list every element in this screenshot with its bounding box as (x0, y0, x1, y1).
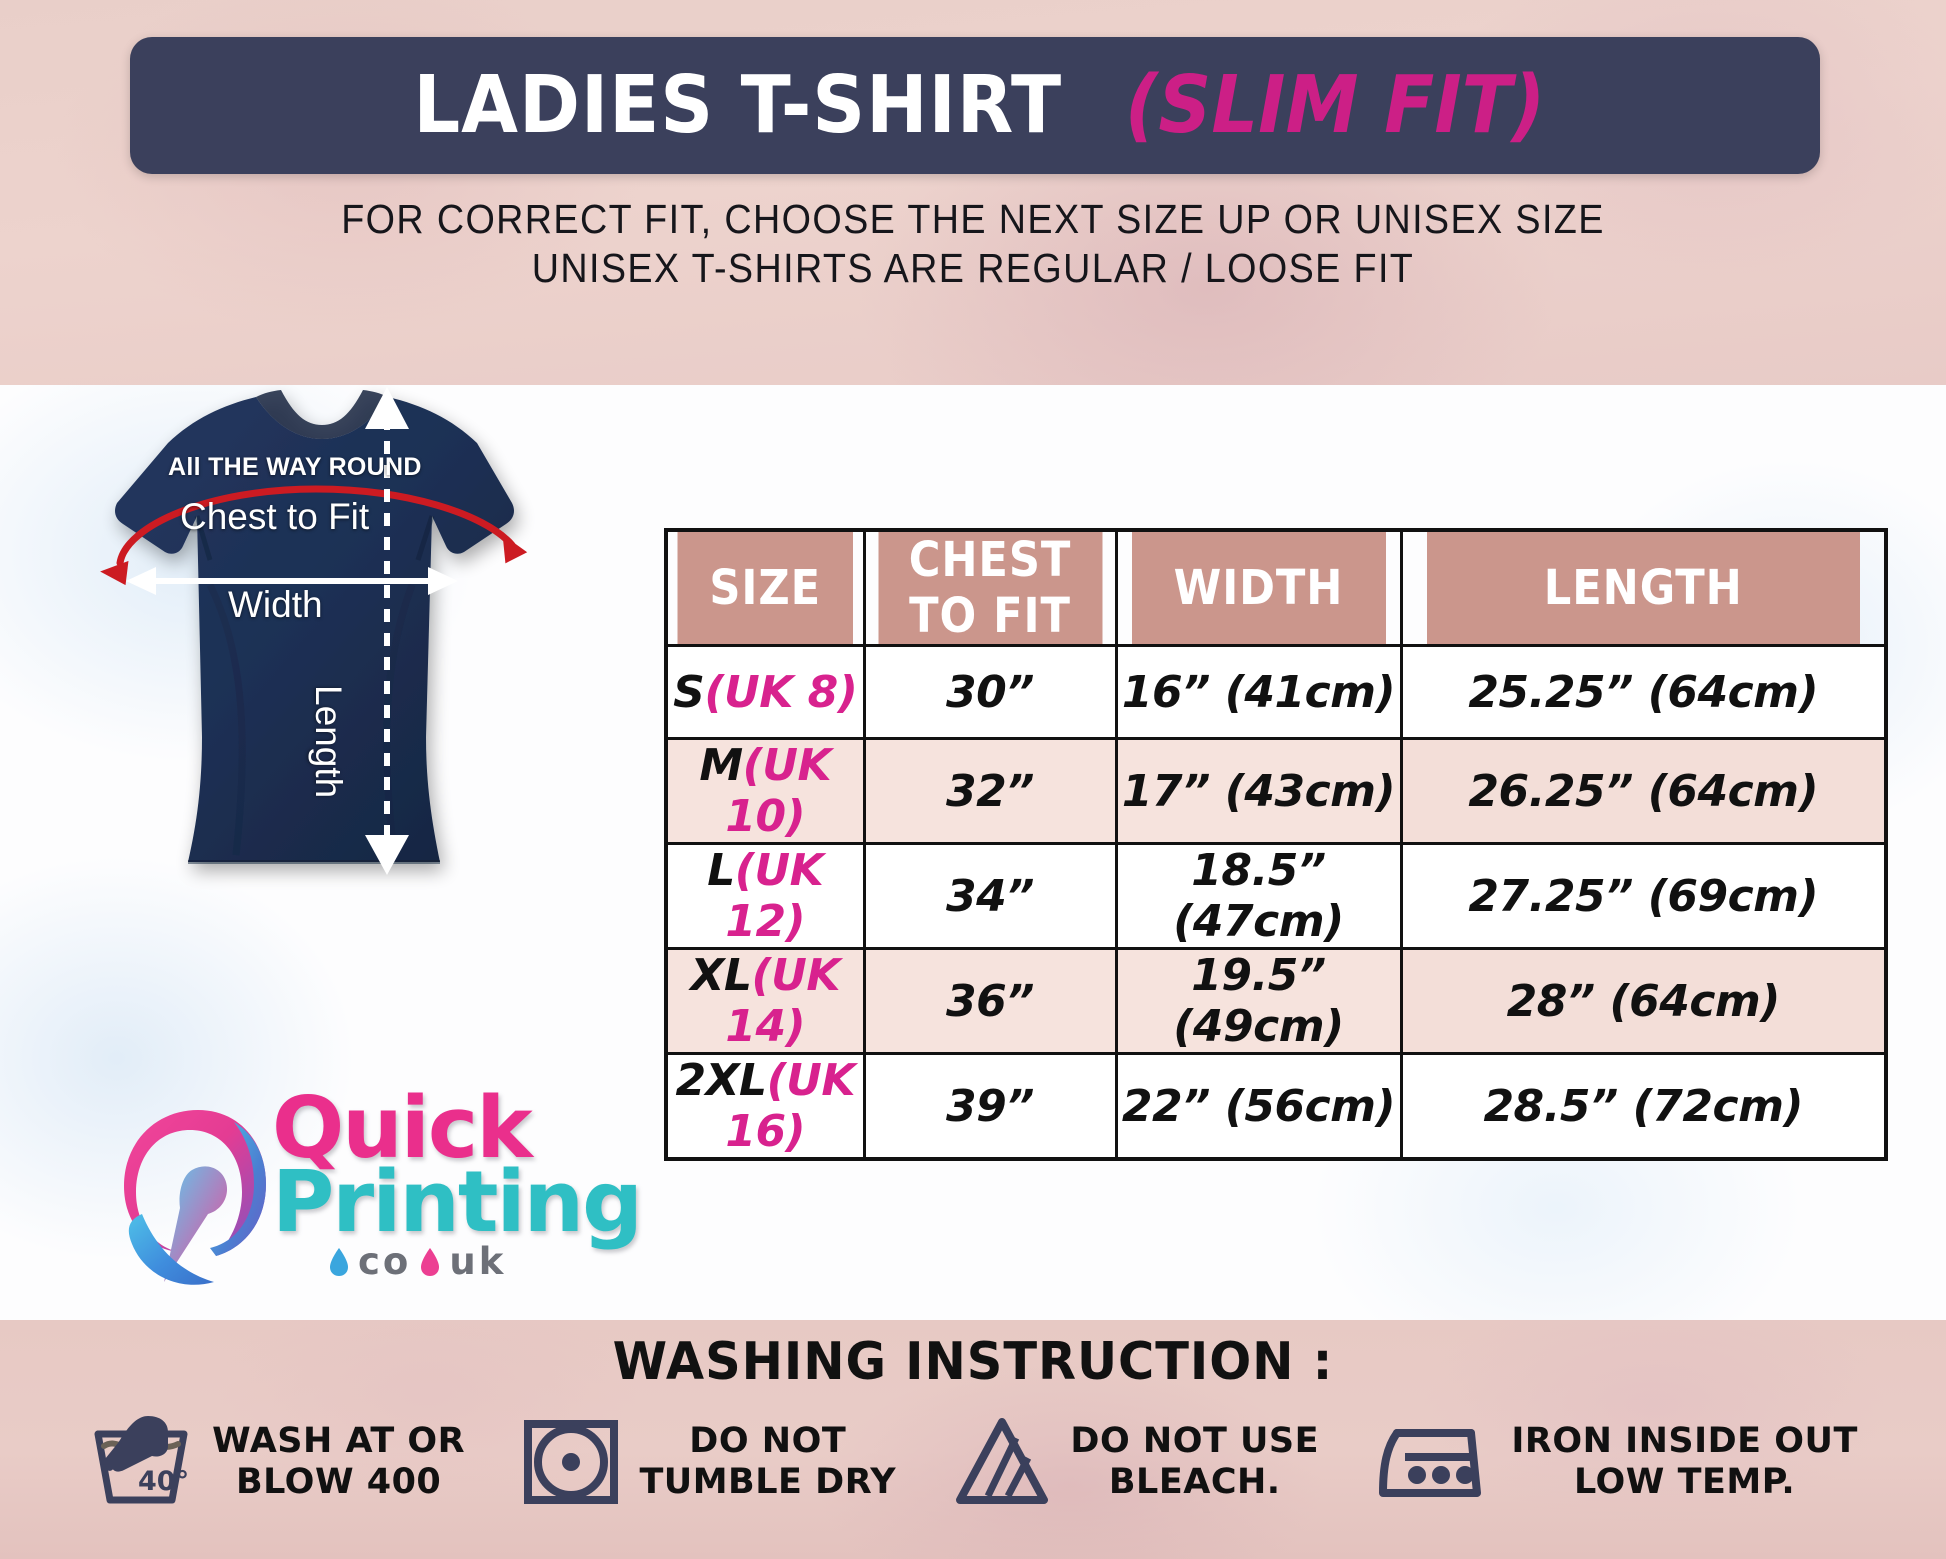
cell-size: 2XL(UK 16) (664, 1052, 866, 1161)
cell-length: 28.5” (72cm) (1399, 1052, 1888, 1161)
uk-size-label: (UK 12) (725, 845, 824, 947)
uk-size-label: (UK 14) (725, 950, 840, 1052)
tshirt-illustration (100, 387, 528, 875)
water-drop-pink-icon (421, 1247, 440, 1276)
care-label-iron: IRON INSIDE OUT LOW TEMP. (1511, 1420, 1858, 1502)
cell-length: 26.25” (64cm) (1399, 737, 1888, 845)
header-size: SIZE (674, 528, 856, 647)
label-length: Length (308, 685, 349, 799)
no-bleach-icon (956, 1418, 1049, 1504)
table-row: M(UK 10) 32” 17” (43cm) 26.25” (64cm) (664, 737, 1888, 845)
no-tumble-dry-icon (524, 1420, 619, 1504)
quick-printing-logo[interactable]: Quick Printing co uk (120, 1086, 643, 1305)
cell-size: L (UK 12) (664, 842, 866, 950)
washing-banner (0, 1320, 1946, 1559)
length-arrow (365, 387, 409, 875)
care-label-wash: WASH AT OR BLOW 400 (212, 1420, 466, 1502)
label-chest-to-fit: Chest to Fit (180, 496, 370, 537)
size-table: SIZE CHEST TO FIT WIDTH LENGTH S (UK 8) … (664, 528, 1888, 1161)
cell-width: 19.5” (49cm) (1114, 947, 1403, 1055)
page-title: LADIES T-SHIRT (413, 59, 1063, 151)
care-item-tumble-dry: DO NOT TUMBLE DRY (521, 1412, 896, 1512)
table-row: XL(UK 14) 36” 19.5” (49cm) 28” (64cm) (664, 947, 1888, 1055)
care-label-bleach: DO NOT USE BLEACH. (1070, 1420, 1320, 1502)
table-row: S (UK 8) 30” 16” (41cm) 25.25” (64cm) (664, 644, 1888, 740)
cell-width: 17” (43cm) (1114, 737, 1403, 845)
label-all-the-way-round: All THE WAY ROUND (168, 453, 422, 481)
cell-chest: 36” (862, 947, 1118, 1055)
logo-swirl-icon (124, 1110, 266, 1285)
cell-length: 27.25” (69cm) (1399, 842, 1888, 950)
cell-size: S (UK 8) (664, 644, 866, 740)
cell-width: 16” (41cm) (1114, 644, 1403, 740)
cell-length: 25.25” (64cm) (1399, 644, 1888, 740)
uk-size-label: (UK 16) (725, 1055, 855, 1157)
cell-size: M(UK 10) (664, 737, 866, 845)
width-arrow (126, 567, 458, 595)
chest-arc-arrow (100, 485, 528, 586)
washing-instruction-title: WASHING INSTRUCTION : (612, 1332, 1334, 1392)
header-width: WIDTH (1128, 528, 1389, 647)
page-title-accent: (SLIM FIT) (1124, 59, 1546, 151)
size-label: S (673, 666, 705, 718)
table-row: L (UK 12) 34” 18.5” (47cm) 27.25” (69cm) (664, 842, 1888, 950)
size-label: 2XL (675, 1055, 767, 1106)
cell-width: 22” (56cm) (1114, 1052, 1403, 1161)
size-label: XL (690, 950, 752, 1001)
hand-wash-tub-icon: 40° (94, 1416, 189, 1504)
logo-word-quick: Quick (272, 1079, 533, 1178)
care-item-bleach: DO NOT USE BLEACH. (952, 1412, 1319, 1512)
cell-width: 18.5” (47cm) (1114, 842, 1403, 950)
logo-word-printing: Printing (272, 1153, 643, 1253)
water-drop-blue-icon (330, 1247, 348, 1276)
label-width: Width (228, 584, 323, 625)
table-row: 2XL(UK 16) 39” 22” (56cm) 28.5” (72cm) (664, 1052, 1888, 1161)
subtitle-line-2: UNISEX T-SHIRTS ARE REGULAR / LOOSE FIT (531, 245, 1415, 291)
logo-tld-co: co (358, 1240, 412, 1284)
header-length: LENGTH (1423, 528, 1864, 647)
header-chest-to-fit: CHEST TO FIT (875, 528, 1105, 647)
tshirt-diagram: All THE WAY ROUND Chest to Fit Width Len… (60, 385, 590, 1085)
subtitle-line-1: FOR CORRECT FIT, CHOOSE THE NEXT SIZE UP… (341, 196, 1605, 242)
care-item-iron: IRON INSIDE OUT LOW TEMP. (1375, 1417, 1857, 1507)
logo-domain-suffix: co uk (328, 1240, 641, 1283)
size-label: M (699, 740, 743, 791)
care-label-tumble-dry: DO NOT TUMBLE DRY (639, 1420, 897, 1502)
uk-size-label: (UK 10) (725, 740, 832, 842)
cell-chest: 32” (862, 737, 1118, 845)
cell-length: 28” (64cm) (1399, 947, 1888, 1055)
logo-wordmark: Quick Printing co uk (272, 1079, 643, 1283)
cell-chest: 34” (862, 842, 1118, 950)
logo-tld-uk: uk (449, 1240, 507, 1284)
cell-chest: 30” (862, 644, 1118, 740)
care-symbols-row: 40° WASH AT OR BLOW 400 DO NOT TUMBLE DR… (0, 1412, 1946, 1512)
care-item-wash: 40° WASH AT OR BLOW 400 (88, 1412, 465, 1512)
table-header-row: SIZE CHEST TO FIT WIDTH LENGTH (666, 528, 1886, 647)
cell-chest: 39” (862, 1052, 1118, 1161)
title-bar: LADIES T-SHIRT (SLIM FIT) (130, 37, 1820, 174)
uk-size-label: (UK 8) (704, 666, 858, 718)
iron-low-temp-icon (1379, 1429, 1482, 1497)
cell-size: XL(UK 14) (664, 947, 866, 1055)
wash-temp-label: 40° (138, 1466, 189, 1497)
size-label: L (707, 845, 735, 896)
